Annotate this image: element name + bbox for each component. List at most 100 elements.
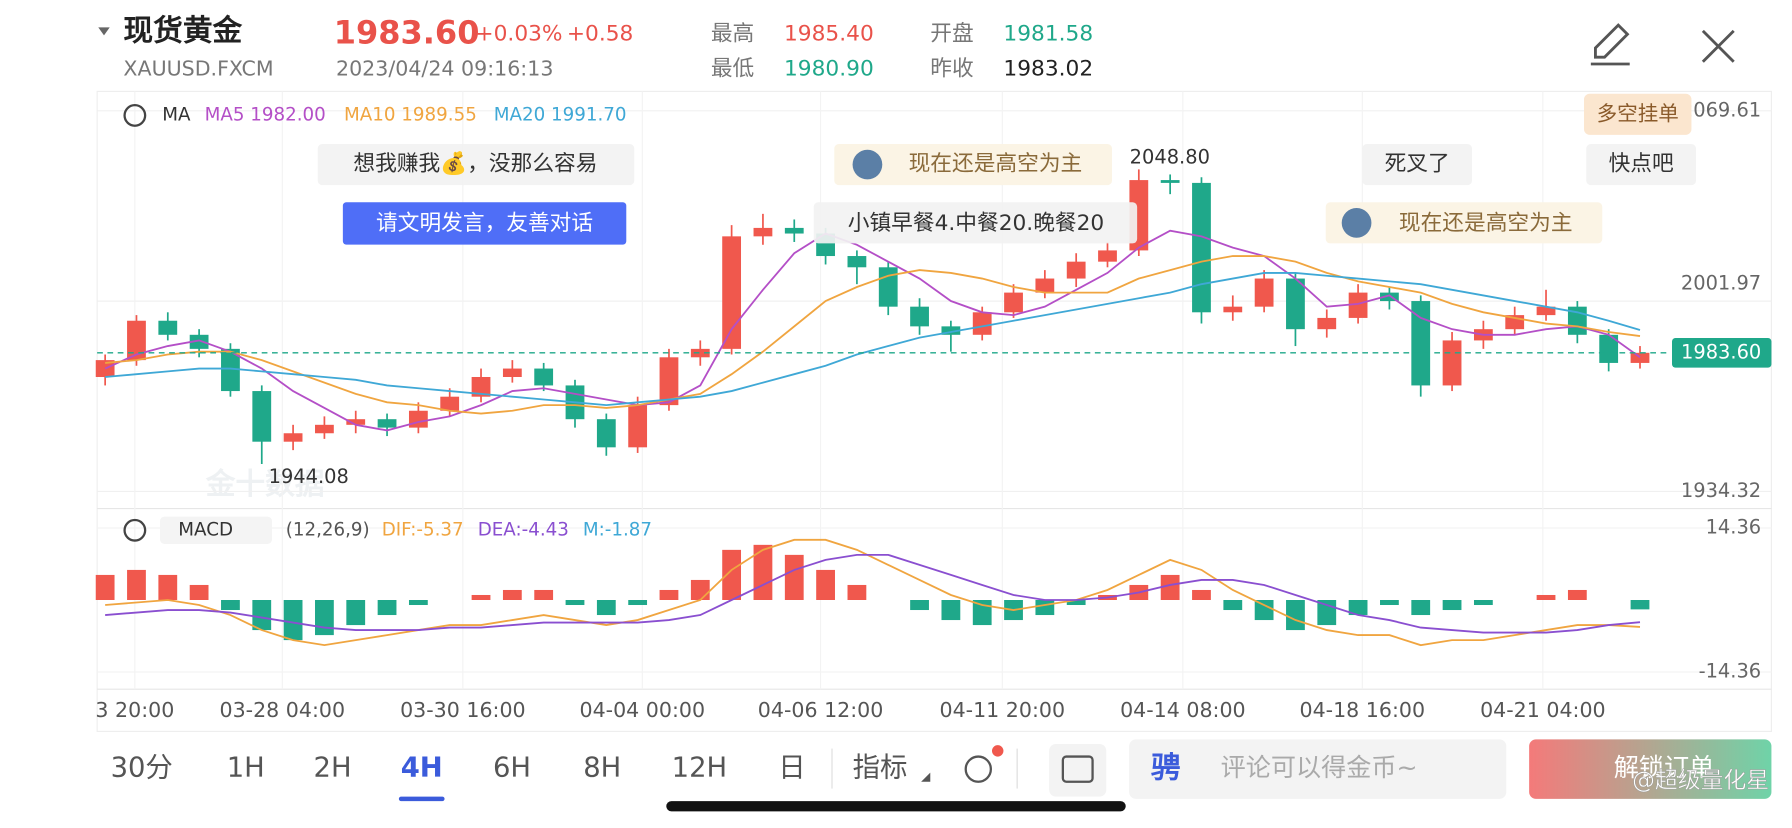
y-tick-label: 2069.61 (1681, 98, 1761, 121)
candle-body (189, 334, 209, 349)
macd-bar (1286, 600, 1305, 631)
candle-body (346, 419, 366, 425)
macd-selector[interactable] (160, 516, 272, 544)
tab-underline (398, 796, 445, 802)
stat-label: 开盘 (930, 21, 973, 46)
tab[interactable]: 4H (401, 753, 443, 784)
macd-bar (377, 600, 397, 616)
candle-body (596, 419, 616, 448)
macd-bar (221, 600, 240, 611)
x-tick-label: 04-18 16:00 (1300, 698, 1426, 722)
price: 1983.60 (334, 13, 480, 51)
time: 2023/04/24 09:16:13 (336, 57, 553, 81)
comment: 死叉了 (1362, 144, 1472, 186)
candle-body (941, 326, 961, 335)
macd-bar (189, 584, 209, 600)
candle-body (690, 348, 710, 358)
macd-bar (1035, 600, 1055, 616)
comment: 现在还是高空为主 (834, 144, 1112, 186)
change: +0.58 (567, 21, 634, 46)
macd-bar (1192, 589, 1211, 600)
candle-body (753, 227, 773, 237)
comment-text: 想我赚我💰，没那么容易 (353, 151, 597, 177)
candle-body (252, 391, 272, 442)
y-tick-label: 1934.32 (1681, 479, 1761, 502)
macd-bar (1348, 600, 1368, 616)
macd-bar (346, 600, 366, 626)
comment-input[interactable] (1129, 739, 1507, 799)
order-button[interactable]: 多空挂单 (1584, 93, 1692, 135)
macd-bar (127, 569, 146, 600)
macd-bar (534, 589, 554, 600)
ma-line (105, 272, 1641, 407)
macd-bar (315, 600, 334, 636)
comment: 请文明发言，友善对话 (342, 202, 627, 245)
macd-bar (596, 600, 616, 616)
tab[interactable]: 30分 (111, 753, 173, 784)
comment-logo: 骋 (1151, 751, 1181, 786)
max-label: 2048.80 (1130, 145, 1210, 168)
candle-body (502, 368, 522, 377)
macd-bar (816, 569, 835, 600)
macd-m: M:-1.87 (583, 519, 652, 540)
macd-dif: DIF:-5.37 (382, 519, 464, 540)
macd-bar (628, 600, 648, 606)
comment-text: 死叉了 (1385, 152, 1450, 177)
candle-body (1442, 340, 1462, 386)
tab[interactable]: 12H (672, 753, 727, 784)
candle-body (283, 433, 303, 442)
candle-body (1411, 301, 1431, 386)
last-price-box (1672, 337, 1772, 368)
candle-body (1348, 292, 1368, 318)
close-icon[interactable] (1701, 29, 1735, 63)
y-tick-label: -14.36 (1699, 659, 1762, 682)
candle-body (784, 227, 804, 234)
indicator-arrow (921, 772, 931, 782)
unlock-button-text: 解锁订单 (1614, 753, 1715, 782)
tab[interactable]: 1H (227, 753, 265, 784)
legend-item: MA10 1989.55 (344, 104, 477, 125)
settings-icon[interactable] (123, 518, 147, 542)
macd-bar (95, 574, 115, 600)
candle-body (377, 419, 397, 428)
y-tick-label: 2001.97 (1681, 271, 1761, 294)
stat-value: 1980.90 (784, 57, 874, 82)
tab[interactable]: 2H (314, 753, 352, 784)
settings-icon[interactable] (123, 103, 147, 127)
title: 现货黄金 (123, 13, 242, 48)
ma-line (104, 229, 1641, 432)
candle-body (1035, 278, 1055, 293)
candle-body (1380, 292, 1399, 302)
macd-bar (690, 579, 710, 600)
macd-bar (1254, 600, 1274, 621)
unlock-button[interactable] (1529, 739, 1772, 799)
comment-placeholder: 评论可以得金币~ (1221, 753, 1418, 782)
comment-text: 请文明发言，友善对话 (376, 211, 593, 236)
macd-bar (408, 600, 428, 606)
candle-body (1630, 352, 1650, 363)
comment: 现在还是高空为主 (1325, 202, 1603, 244)
chart-frame (96, 90, 1772, 732)
macd-bar (1473, 600, 1493, 606)
tab[interactable]: 指标 (853, 753, 908, 784)
candle-body (1536, 306, 1556, 316)
dropdown-arrow[interactable] (98, 27, 110, 36)
macd-bar (471, 594, 491, 600)
macd-bar (1380, 600, 1399, 606)
tab[interactable]: 6H (493, 753, 531, 784)
note-icon[interactable] (1049, 744, 1107, 797)
target-icon[interactable] (964, 755, 992, 783)
edit-icon[interactable] (1590, 23, 1630, 66)
candle-body (847, 256, 867, 268)
macd-bar (722, 549, 742, 600)
macd-bar (283, 600, 303, 641)
candle-body (972, 312, 992, 335)
candle-body (1004, 292, 1023, 313)
tab[interactable]: 8H (583, 753, 621, 784)
tab[interactable]: 日 (778, 753, 805, 784)
stat-value: 1983.02 (1003, 57, 1093, 82)
stat-label: 最低 (711, 57, 754, 82)
x-tick-label: 04-11 20:00 (940, 698, 1066, 722)
credit: @超级量化星 (1632, 768, 1769, 794)
candle-body (127, 320, 146, 361)
